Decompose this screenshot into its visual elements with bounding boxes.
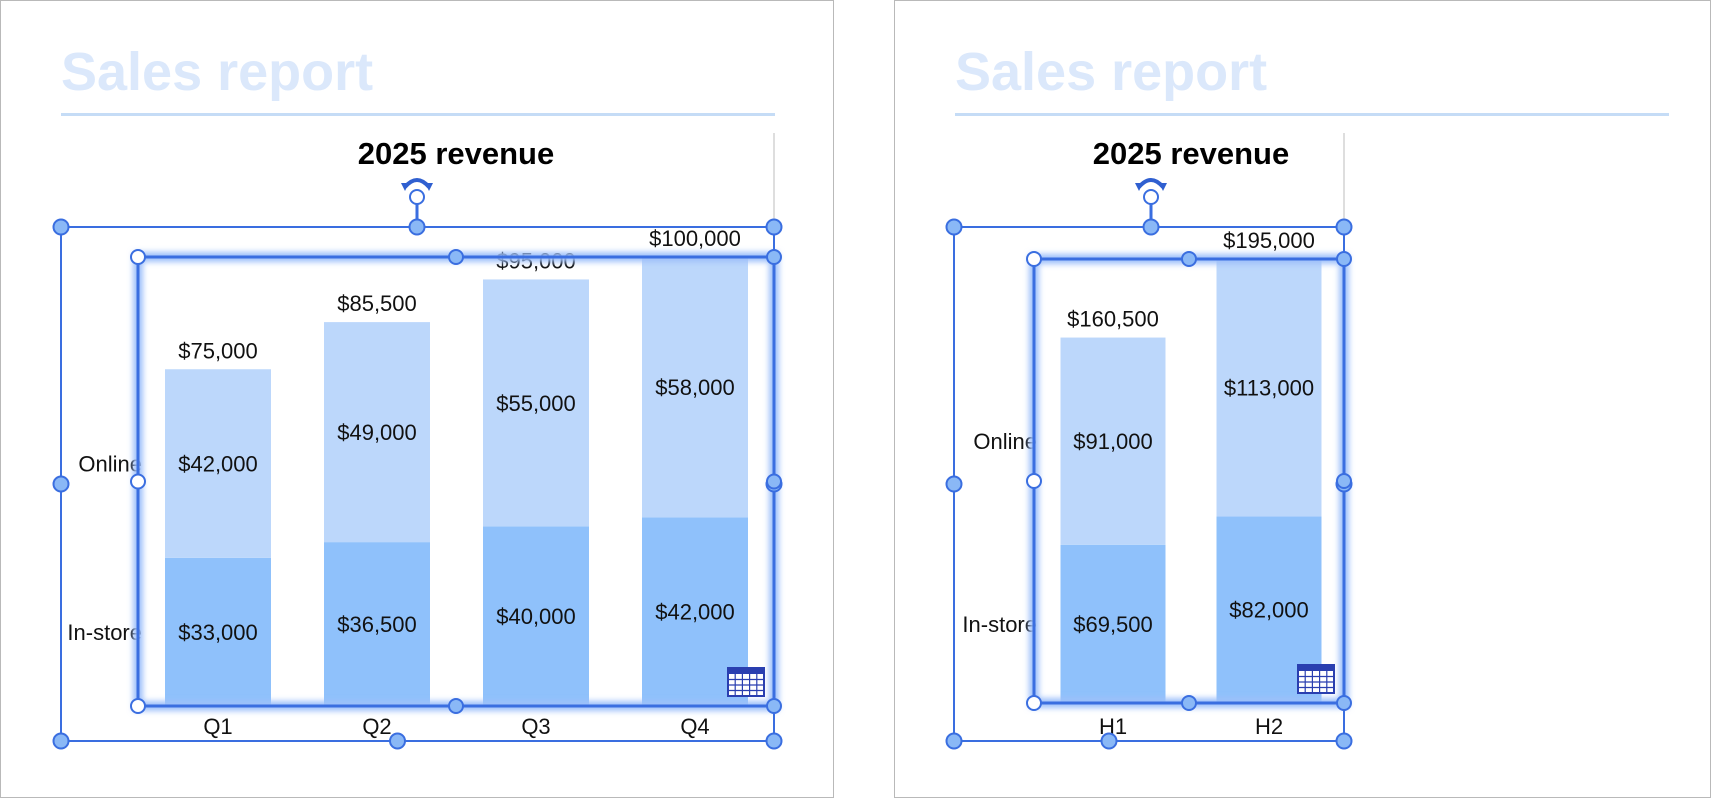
resize-handle[interactable] bbox=[389, 732, 406, 750]
plot-handle[interactable] bbox=[1181, 251, 1197, 267]
legend-instore: In-store bbox=[67, 620, 142, 645]
rotate-icon-arrow-left bbox=[401, 183, 409, 191]
plot-handle[interactable] bbox=[130, 698, 146, 714]
plot-handle[interactable] bbox=[1026, 251, 1042, 267]
x-tick-label: Q2 bbox=[362, 714, 391, 739]
bar-online-q3[interactable] bbox=[483, 279, 589, 527]
data-label-online: $49,000 bbox=[337, 420, 417, 445]
plot-handle[interactable] bbox=[1181, 695, 1197, 711]
data-label-total: $75,000 bbox=[178, 338, 258, 363]
rotate-handle[interactable] bbox=[1143, 189, 1159, 205]
resize-handle[interactable] bbox=[1100, 732, 1118, 750]
slide-title: Sales report bbox=[955, 42, 1268, 102]
plot-handle[interactable] bbox=[1336, 251, 1352, 267]
x-tick-label: H2 bbox=[1255, 714, 1283, 739]
resize-handle[interactable] bbox=[1142, 218, 1160, 236]
bar-online-h1[interactable] bbox=[1060, 337, 1166, 545]
plot-handle[interactable] bbox=[448, 698, 464, 714]
bar-instore-q1[interactable] bbox=[165, 557, 271, 706]
resize-handle[interactable] bbox=[945, 732, 963, 750]
plot-handle[interactable] bbox=[1026, 473, 1042, 489]
data-label-total: $100,000 bbox=[649, 226, 741, 251]
bar-online-q4[interactable] bbox=[642, 257, 748, 518]
slide-title: Sales report bbox=[61, 42, 374, 102]
bar-instore-h1[interactable] bbox=[1060, 544, 1166, 703]
plot-handle[interactable] bbox=[130, 249, 146, 265]
data-label-online: $58,000 bbox=[655, 375, 735, 400]
data-label-online: $55,000 bbox=[496, 391, 576, 416]
resize-handle[interactable] bbox=[765, 732, 783, 750]
data-label-instore: $40,000 bbox=[496, 604, 576, 629]
resize-handle[interactable] bbox=[1335, 732, 1353, 750]
slide-2[interactable]: Sales report 2025 revenue $69,500 $91,000 $… bbox=[894, 0, 1711, 798]
data-table-icon-header bbox=[729, 669, 763, 674]
plot-handle[interactable] bbox=[448, 249, 464, 265]
x-tick-label: Q1 bbox=[203, 714, 232, 739]
data-label-total: $195,000 bbox=[1223, 228, 1315, 253]
resize-handle[interactable] bbox=[945, 475, 963, 493]
data-label-instore: $69,500 bbox=[1073, 612, 1153, 637]
data-label-online: $91,000 bbox=[1073, 429, 1153, 454]
data-table-icon-header bbox=[1299, 666, 1333, 671]
legend-online: Online bbox=[973, 429, 1037, 454]
resize-handle[interactable] bbox=[52, 218, 70, 236]
plot-handle[interactable] bbox=[766, 698, 782, 714]
data-label-instore: $36,500 bbox=[337, 612, 417, 637]
x-tick-label: Q4 bbox=[680, 714, 709, 739]
plot-handle[interactable] bbox=[1336, 695, 1352, 711]
resize-handle[interactable] bbox=[408, 218, 426, 236]
rotate-icon-arrow-right bbox=[1159, 183, 1167, 191]
rotate-icon-arrow-right bbox=[425, 183, 433, 191]
data-label-total: $160,500 bbox=[1067, 307, 1159, 332]
resize-handle[interactable] bbox=[52, 475, 70, 493]
data-label-instore: $42,000 bbox=[655, 600, 735, 625]
chart-title: 2025 revenue bbox=[358, 136, 554, 171]
plot-handle[interactable] bbox=[766, 249, 782, 265]
data-label-online: $113,000 bbox=[1224, 376, 1314, 401]
plot-handle[interactable] bbox=[130, 473, 146, 490]
bar-instore-q3[interactable] bbox=[483, 526, 589, 706]
bar-online-q1[interactable] bbox=[165, 369, 271, 558]
data-label-instore: $33,000 bbox=[178, 620, 258, 645]
title-divider bbox=[955, 113, 1669, 116]
rotate-icon-arrow-left bbox=[1135, 183, 1143, 191]
chart-quarterly[interactable]: 2025 revenue $33,000 $42,000 $75,000 Q1 $36,5… bbox=[1, 1, 835, 799]
resize-handle[interactable] bbox=[765, 218, 783, 236]
resize-handle[interactable] bbox=[52, 732, 70, 750]
data-label-total: $85,500 bbox=[337, 291, 417, 316]
data-label-instore: $82,000 bbox=[1229, 598, 1309, 623]
slide-1[interactable]: Sales report 2025 revenue $33,000 $42,000 $… bbox=[0, 0, 834, 798]
rotate-handle[interactable] bbox=[409, 189, 425, 205]
chart-half-year[interactable]: 2025 revenue$69,500$91,000$160,500H1$82,… bbox=[895, 1, 1712, 799]
plot-handle[interactable] bbox=[766, 473, 782, 490]
resize-handle[interactable] bbox=[1335, 218, 1353, 236]
resize-handle[interactable] bbox=[945, 218, 963, 236]
legend-instore: In-store bbox=[962, 612, 1037, 637]
plot-handle[interactable] bbox=[1336, 473, 1352, 489]
data-label-online: $42,000 bbox=[178, 452, 258, 477]
bar-instore-q2[interactable] bbox=[324, 542, 430, 706]
bar-online-q2[interactable] bbox=[324, 322, 430, 543]
title-divider bbox=[61, 113, 775, 116]
chart-title: 2025 revenue bbox=[1093, 136, 1289, 171]
x-tick-label: Q3 bbox=[521, 714, 550, 739]
plot-handle[interactable] bbox=[1026, 695, 1042, 711]
legend-online: Online bbox=[78, 452, 142, 477]
bar-online-h2[interactable] bbox=[1216, 259, 1322, 517]
